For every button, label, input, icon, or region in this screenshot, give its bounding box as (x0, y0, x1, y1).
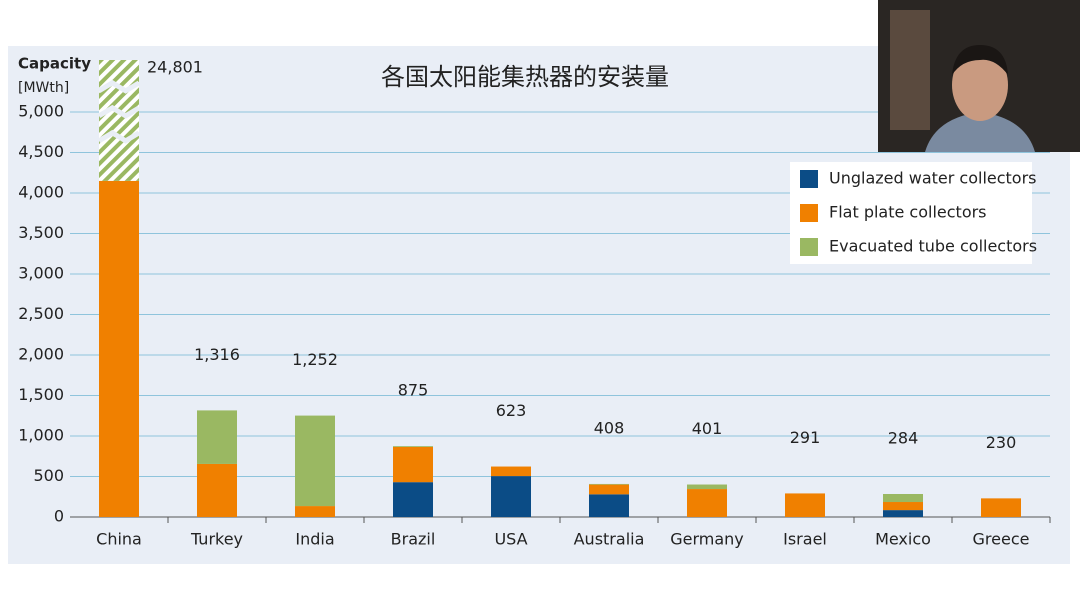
x-tick-label: China (96, 530, 142, 549)
x-tick-label: Brazil (391, 530, 436, 549)
total-label: 24,801 (147, 58, 203, 77)
webcam-person-shoulders (925, 112, 1035, 152)
webcam-person-hair (952, 45, 1008, 75)
total-label: 1,316 (194, 345, 240, 364)
y-tick-label: 500 (33, 466, 64, 485)
total-label: 401 (692, 419, 723, 438)
bar-segment (589, 483, 629, 485)
webcam-background (890, 10, 930, 130)
y-tick-label: 3,000 (18, 264, 64, 283)
x-tick-label: Germany (670, 530, 744, 549)
y-tick-label: 5,000 (18, 102, 64, 121)
bar-segment (393, 446, 433, 447)
y-tick-label: 4,500 (18, 142, 64, 161)
webcam-overlay (878, 0, 1080, 152)
y-axis-label: Capacity (18, 55, 91, 73)
total-label: 875 (398, 381, 429, 400)
axis-break (97, 129, 141, 144)
total-label: 230 (986, 433, 1017, 452)
y-tick-label: 1,000 (18, 426, 64, 445)
y-tick-label: 0 (54, 507, 64, 526)
y-tick-label: 1,500 (18, 385, 64, 404)
legend-swatch (800, 204, 818, 222)
axis-break (97, 104, 141, 119)
axis-break (97, 79, 141, 94)
bar-segment (197, 463, 237, 517)
bar-segment (99, 180, 139, 517)
bar-segment (883, 502, 923, 511)
total-label: 623 (496, 401, 527, 420)
x-tick-label: Australia (574, 530, 645, 549)
bar-segment (491, 476, 531, 517)
bar-segment (99, 60, 139, 181)
bar-segment (393, 482, 433, 517)
x-tick-label: USA (494, 530, 527, 549)
x-tick-label: India (295, 530, 334, 549)
y-axis-unit: [MWth] (18, 80, 69, 96)
bar-segment (589, 484, 629, 495)
legend-swatch (800, 238, 818, 256)
x-tick-label: Israel (783, 530, 827, 549)
y-tick-label: 4,000 (18, 183, 64, 202)
total-label: 291 (790, 428, 821, 447)
total-label: 1,252 (292, 350, 338, 369)
legend-label: Evacuated tube collectors (829, 237, 1037, 256)
bar-segment (197, 410, 237, 464)
legend-label: Flat plate collectors (829, 203, 987, 222)
bar-segment (883, 510, 923, 517)
bar-segment (687, 489, 727, 517)
y-tick-label: 3,500 (18, 223, 64, 242)
bar-segment (883, 493, 923, 503)
chart-title: 各国太阳能集热器的安装量 (381, 63, 669, 91)
y-tick-label: 2,500 (18, 304, 64, 323)
bar-segment (295, 415, 335, 507)
legend-box (790, 162, 1032, 264)
total-label: 284 (888, 428, 919, 447)
legend-swatch (800, 170, 818, 188)
bar-segment (393, 446, 433, 483)
x-tick-label: Turkey (190, 530, 243, 549)
bar-segment (295, 506, 335, 517)
webcam-person-head (952, 49, 1008, 121)
bar-segment (491, 466, 531, 477)
total-label: 408 (594, 418, 625, 437)
y-tick-label: 2,000 (18, 345, 64, 364)
bar-segment (981, 498, 1021, 517)
bar-segment (589, 494, 629, 517)
x-tick-label: Mexico (875, 530, 931, 549)
legend-label: Unglazed water collectors (829, 169, 1037, 188)
bar-segment (785, 493, 825, 517)
bar-segment (687, 484, 727, 490)
x-tick-label: Greece (973, 530, 1030, 549)
